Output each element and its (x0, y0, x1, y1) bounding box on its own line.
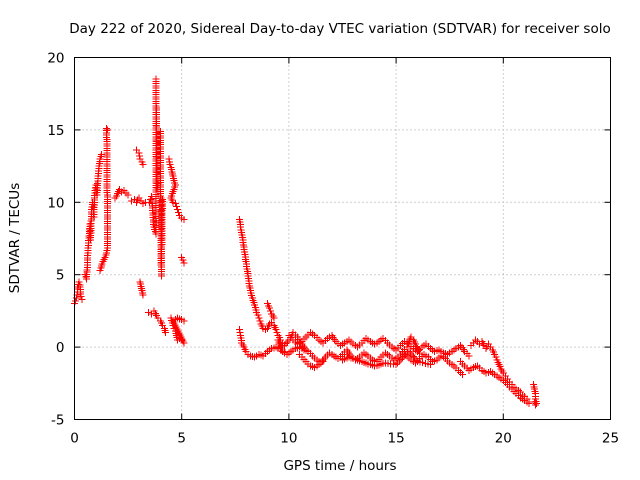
x-tick-label: 5 (177, 431, 186, 447)
data-point (180, 317, 188, 325)
data-point (78, 296, 86, 303)
x-tick-label: 10 (280, 431, 297, 447)
data-point (173, 203, 180, 210)
data-point (492, 353, 500, 361)
data-point (75, 278, 83, 286)
data-point (158, 272, 165, 280)
data-point (124, 191, 132, 199)
data-point (174, 206, 181, 213)
y-tick-label: 10 (47, 195, 64, 211)
data-point (319, 358, 327, 365)
data-point (399, 354, 406, 362)
data-point (145, 309, 152, 316)
data-point (139, 161, 147, 168)
chart-title: Day 222 of 2020, Sidereal Day-to-day VTE… (69, 21, 610, 37)
data-point (266, 304, 273, 312)
data-point (152, 75, 160, 83)
data-point (267, 307, 274, 315)
data-point (166, 161, 174, 168)
data-point (419, 359, 426, 366)
x-axis-label: GPS time / hours (283, 458, 396, 474)
data-point (315, 361, 323, 368)
axis-ticks: 0 5 10 15 20 25 -5 0 5 10 15 20 (47, 51, 619, 447)
plot-frame (74, 57, 611, 420)
data-point (416, 349, 423, 357)
data-point (282, 340, 290, 347)
data-point (412, 356, 420, 364)
data-point (465, 352, 473, 360)
data-point (270, 314, 278, 322)
x-tick-label: 0 (70, 431, 79, 447)
data-point (531, 398, 538, 406)
x-tick-label: 25 (602, 431, 619, 447)
y-tick-label: 20 (47, 51, 64, 67)
data-point (405, 348, 413, 355)
data-point (175, 209, 182, 216)
data-point (104, 126, 111, 134)
data-point (256, 317, 264, 325)
data-point (180, 259, 188, 267)
data-point (532, 401, 539, 409)
y-tick-label: -5 (51, 413, 64, 429)
data-point (254, 311, 262, 319)
data-points (71, 75, 540, 409)
data-point (397, 356, 405, 363)
y-tick-label: 15 (47, 123, 64, 139)
data-point (396, 357, 403, 365)
data-point (139, 291, 147, 299)
data-point (255, 314, 263, 322)
data-point (392, 361, 400, 368)
data-point (403, 343, 411, 351)
data-point (272, 326, 280, 333)
y-tick-label: 5 (56, 268, 65, 284)
data-point (72, 297, 79, 305)
y-axis-label: SDTVAR / TECUs (7, 183, 23, 293)
data-point (459, 371, 466, 378)
data-point (179, 256, 187, 264)
data-point (427, 361, 434, 368)
data-point (77, 293, 85, 300)
data-point (180, 216, 188, 223)
x-tick-label: 20 (495, 431, 512, 447)
data-point (128, 197, 135, 205)
data-point (103, 125, 110, 132)
data-point (162, 329, 169, 336)
data-point (172, 200, 179, 207)
x-tick-label: 15 (388, 431, 405, 447)
data-point (87, 236, 94, 244)
grid-lines (74, 57, 611, 420)
y-tick-label: 0 (56, 340, 65, 356)
data-point (525, 400, 533, 407)
data-point (159, 196, 166, 203)
data-point (273, 329, 281, 336)
